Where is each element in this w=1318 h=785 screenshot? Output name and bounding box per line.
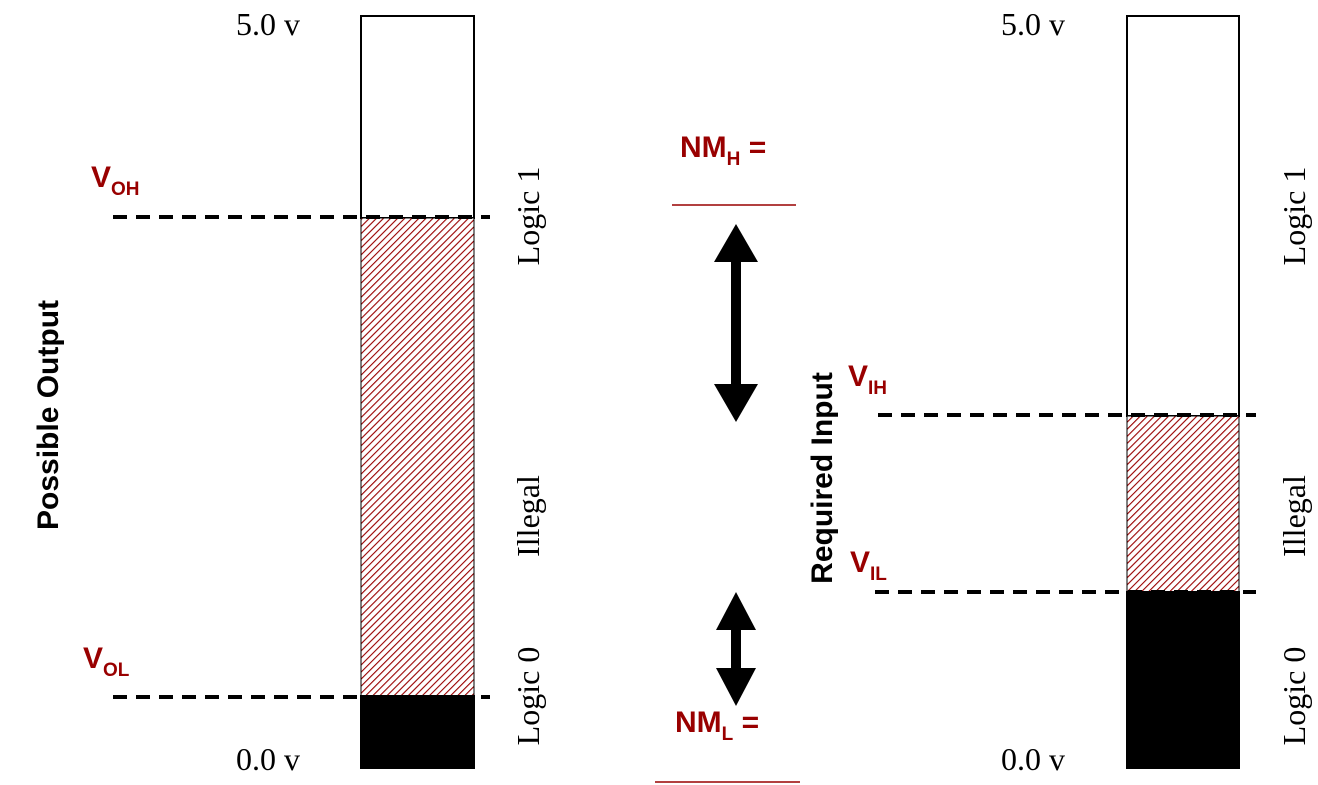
- output-region-logic1: Logic 1: [510, 167, 546, 266]
- input-bar-illegal: [1126, 415, 1240, 593]
- output-top-voltage-label: 5.0 v: [236, 6, 300, 42]
- output-region-logic0: Logic 0: [510, 647, 546, 746]
- input-region-logic1: Logic 1: [1276, 167, 1312, 266]
- vil-label: VIL: [850, 546, 887, 585]
- nm-high-arrow: [714, 224, 758, 422]
- output-bar-illegal: [360, 217, 475, 697]
- input-bottom-voltage-label: 0.0 v: [1001, 741, 1065, 777]
- output-bottom-voltage-label: 0.0 v: [236, 741, 300, 777]
- nm-low-arrow: [716, 592, 756, 706]
- output-bar-logic0: [360, 695, 475, 769]
- vih-label: VIH: [848, 360, 887, 399]
- input-bar-logic0: [1126, 591, 1240, 769]
- input-bar-logic1: [1126, 15, 1240, 417]
- nm-low-label: NML =: [675, 706, 759, 745]
- input-panel: Required Input 5.0 v 0.0 v VIH VIL Logic…: [806, 6, 1312, 777]
- output-bar-logic1: [360, 15, 475, 219]
- vol-label: VOL: [83, 642, 130, 681]
- input-title: Required Input: [806, 372, 839, 584]
- output-region-illegal: Illegal: [510, 475, 546, 557]
- output-title: Possible Output: [32, 300, 65, 530]
- voh-label: VOH: [91, 161, 140, 200]
- nm-high-label: NMH =: [680, 131, 766, 170]
- input-region-illegal: Illegal: [1276, 475, 1312, 557]
- input-top-voltage-label: 5.0 v: [1001, 6, 1065, 42]
- input-region-logic0: Logic 0: [1276, 647, 1312, 746]
- noise-margin-panel: NMH = NML =: [655, 131, 800, 783]
- output-panel: Possible Output 5.0 v 0.0 v VOH VOL Logi…: [32, 6, 546, 777]
